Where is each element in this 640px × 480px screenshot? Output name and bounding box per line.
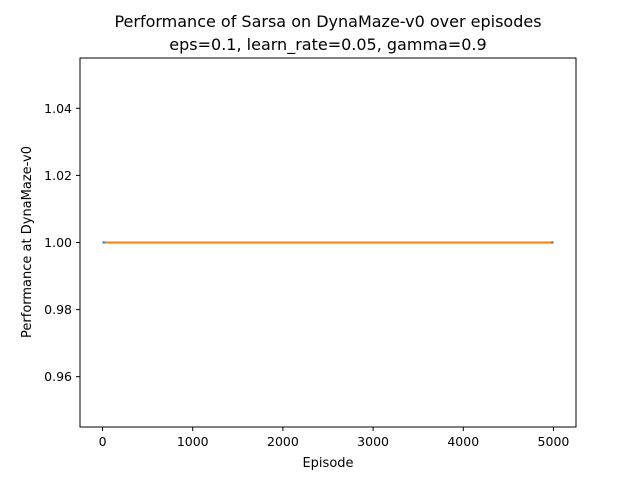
y-tick-label: 0.96 <box>44 369 72 384</box>
x-tick-label: 2000 <box>267 434 299 449</box>
y-tick-label: 1.02 <box>44 168 72 183</box>
y-tick-label: 1.04 <box>44 101 72 116</box>
x-tick-label: 3000 <box>357 434 389 449</box>
y-tick-label: 0.98 <box>44 302 72 317</box>
x-axis-label: Episode <box>302 456 353 471</box>
y-axis-ticks: 0.96 0.98 1.00 1.02 1.04 <box>44 101 80 384</box>
chart-title: Performance of Sarsa on DynaMaze-v0 over… <box>114 12 541 31</box>
chart-subtitle: eps=0.1, learn_rate=0.05, gamma=0.9 <box>169 35 486 55</box>
y-tick-label: 1.00 <box>44 235 72 250</box>
x-tick-label: 5000 <box>538 434 570 449</box>
x-axis-ticks: 0 1000 2000 3000 4000 5000 <box>99 427 570 449</box>
y-axis-label: Performance at DynaMaze-v0 <box>20 146 35 338</box>
x-tick-label: 1000 <box>177 434 209 449</box>
x-tick-label: 4000 <box>447 434 479 449</box>
plot-frame <box>79 57 577 428</box>
x-tick-label: 0 <box>99 434 107 449</box>
